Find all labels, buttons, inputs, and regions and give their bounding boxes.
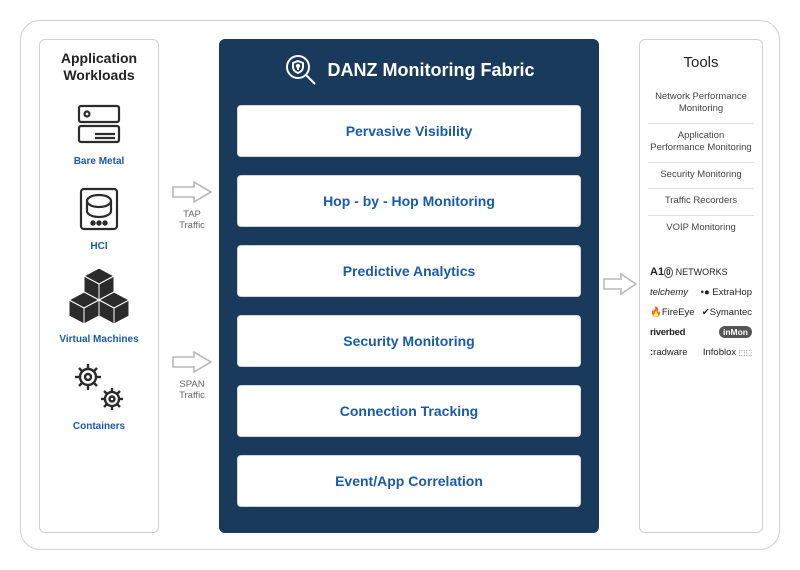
tool-category: Traffic Recorders: [648, 189, 754, 216]
workloads-title: Application Workloads: [46, 50, 152, 84]
workload-hci: HCI: [46, 181, 152, 252]
fabric-panel: DANZ Monitoring Fabric Pervasive Visibil…: [219, 39, 599, 533]
tools-panel: Tools Network Performance Monitoring App…: [639, 39, 763, 533]
server-icon: [71, 96, 127, 152]
arrow-label: TAPTraffic: [169, 210, 215, 232]
arrow-tap: TAPTraffic: [169, 181, 215, 232]
vendor-logo: telchemy: [650, 287, 688, 298]
vendor-logo: A10 NETWORKS: [650, 266, 728, 278]
tools-title: Tools: [648, 54, 754, 71]
vendor-logo: Infoblox ⬚⬚: [703, 347, 752, 358]
feature-box: Pervasive Visibility: [237, 105, 581, 157]
workload-label: HCI: [46, 241, 152, 252]
arrow-span: SPANTraffic: [169, 351, 215, 402]
magnifier-shield-icon: [284, 53, 318, 87]
fabric-header: DANZ Monitoring Fabric: [237, 53, 581, 87]
feature-label: Connection Tracking: [340, 403, 478, 419]
fabric-title: DANZ Monitoring Fabric: [328, 60, 535, 81]
feature-label: Predictive Analytics: [343, 263, 476, 279]
vendor-logo: riverbed: [650, 327, 685, 338]
diagram-canvas: Application Workloads Bare Metal: [20, 20, 780, 550]
arrow-to-tools: [603, 273, 637, 300]
arrow-right-icon: [172, 181, 212, 203]
feature-box: Predictive Analytics: [237, 245, 581, 297]
tool-category: Network Performance Monitoring: [648, 85, 754, 124]
vendor-logo: inMon: [719, 326, 752, 338]
vendor-logo: ✔Symantec: [702, 307, 752, 318]
tool-category: Security Monitoring: [648, 163, 754, 190]
storage-icon: [71, 181, 127, 237]
feature-box: Event/App Correlation: [237, 455, 581, 507]
gears-icon: [68, 359, 130, 417]
arrow-right-icon: [172, 351, 212, 373]
arrow-right-icon: [603, 273, 637, 295]
cubes-icon: [66, 266, 132, 330]
workload-vm: Virtual Machines: [46, 266, 152, 345]
vendor-logo: 🔥FireEye: [650, 307, 695, 318]
feature-label: Pervasive Visibility: [346, 123, 473, 139]
workload-label: Virtual Machines: [46, 334, 152, 345]
vendor-logo: •● ExtraHop: [701, 287, 752, 298]
feature-label: Event/App Correlation: [335, 473, 483, 489]
feature-box: Connection Tracking: [237, 385, 581, 437]
workload-label: Containers: [46, 421, 152, 432]
tool-category: Application Performance Monitoring: [648, 124, 754, 163]
feature-label: Hop - by - Hop Monitoring: [323, 193, 495, 209]
arrow-label: SPANTraffic: [169, 380, 215, 402]
tool-category: VOIP Monitoring: [648, 216, 754, 242]
vendor-logos: A10 NETWORKS telchemy •● ExtraHop 🔥FireE…: [648, 262, 754, 362]
workload-bare-metal: Bare Metal: [46, 96, 152, 167]
feature-label: Security Monitoring: [343, 333, 474, 349]
vendor-logo: :radware: [650, 347, 688, 358]
workload-label: Bare Metal: [46, 156, 152, 167]
feature-box: Security Monitoring: [237, 315, 581, 367]
workload-containers: Containers: [46, 359, 152, 432]
workloads-panel: Application Workloads Bare Metal: [39, 39, 159, 533]
feature-box: Hop - by - Hop Monitoring: [237, 175, 581, 227]
